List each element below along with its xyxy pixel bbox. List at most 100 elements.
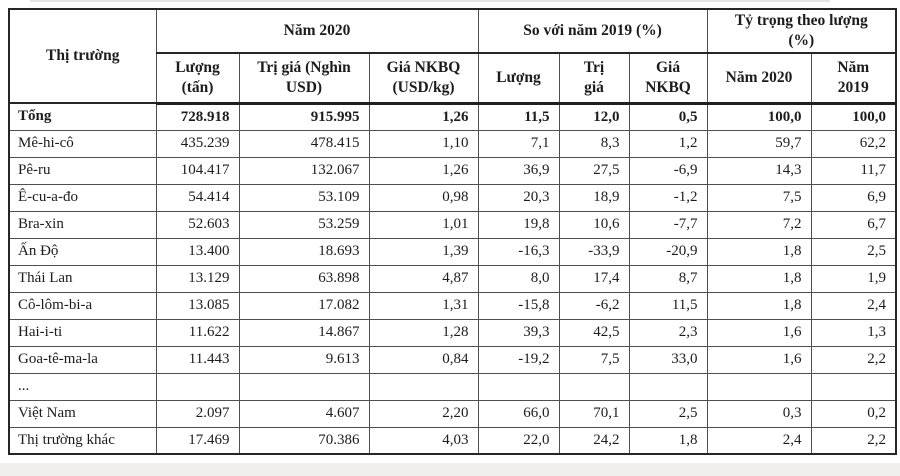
value-cell [558, 372, 630, 401]
value-cell: 2,5 [810, 237, 897, 266]
value-cell: 2,3 [628, 318, 708, 347]
value-cell: 66,0 [477, 399, 560, 428]
value-cell: 11,5 [628, 291, 708, 320]
value-cell: -33,9 [558, 237, 630, 266]
value-cell: 0,2 [810, 399, 897, 428]
page-bottom-strip [0, 463, 900, 476]
value-cell: 17.469 [155, 426, 240, 455]
value-cell [628, 372, 708, 401]
column-sub-header: Giá NKBQ [628, 52, 708, 105]
table-head: Thị trường Năm 2020 So với năm 2019 (%) Tỷ … [8, 8, 897, 105]
column-sub-header: Lượng [477, 52, 560, 105]
value-cell: 1,2 [628, 129, 708, 158]
value-cell: -1,2 [628, 183, 708, 212]
value-cell: 2,4 [810, 291, 897, 320]
value-cell: -20,9 [628, 237, 708, 266]
value-cell [810, 372, 897, 401]
value-cell: 53.259 [238, 210, 370, 239]
market-data-table: Thị trường Năm 2020 So với năm 2019 (%) Tỷ … [8, 8, 898, 456]
value-cell: 39,3 [477, 318, 560, 347]
value-cell: 17.082 [238, 291, 370, 320]
value-cell [155, 372, 240, 401]
value-cell: 53.109 [238, 183, 370, 212]
value-cell: 8,7 [628, 264, 708, 293]
table-row: Pê-ru 104.417 132.067 1,26 36,9 27,5 -6,9 14,3 1… [8, 156, 897, 185]
row-label: Hai-i-ti [8, 318, 157, 347]
value-cell [477, 372, 560, 401]
value-cell: 104.417 [155, 156, 240, 185]
value-cell: 2,2 [810, 345, 897, 374]
value-cell: 0,84 [368, 345, 479, 374]
table-row: Ê-cu-a-đo 54.414 53.109 0,98 20,3 18,9 -1,2 7,5… [8, 183, 897, 212]
value-cell: 728.918 [155, 102, 240, 131]
value-cell: 1,26 [368, 102, 479, 131]
page-top-edge-line [30, 0, 830, 2]
table-row: Hai-i-ti 11.622 14.867 1,28 39,3 42,5 2,3 1,6 1,… [8, 318, 897, 347]
value-cell: 54.414 [155, 183, 240, 212]
value-cell: 1,8 [706, 264, 812, 293]
row-label: Việt Nam [8, 399, 157, 428]
value-cell: 1,8 [706, 237, 812, 266]
value-cell: 7,5 [558, 345, 630, 374]
value-cell: 27,5 [558, 156, 630, 185]
value-cell: 4.607 [238, 399, 370, 428]
value-cell: 42,5 [558, 318, 630, 347]
value-cell: 1,8 [628, 426, 708, 455]
value-cell: 1,9 [810, 264, 897, 293]
value-cell: 70,1 [558, 399, 630, 428]
value-cell: 1,28 [368, 318, 479, 347]
table-row: Ấn Độ 13.400 18.693 1,39 -16,3 -33,9 -20,9 1,8 2… [8, 237, 897, 266]
value-cell: 20,3 [477, 183, 560, 212]
table-row: Thị trường khác 17.469 70.386 4,03 22,0 24,2 1… [8, 426, 897, 455]
row-label: Thị trường khác [8, 426, 157, 455]
column-sub-header: Giá NKBQ (USD/kg) [368, 52, 479, 105]
value-cell: 0,3 [706, 399, 812, 428]
value-cell: 1,6 [706, 345, 812, 374]
value-cell: 52.603 [155, 210, 240, 239]
value-cell: 62,2 [810, 129, 897, 158]
value-cell: 36,9 [477, 156, 560, 185]
value-cell: -6,9 [628, 156, 708, 185]
value-cell: 132.067 [238, 156, 370, 185]
column-group-header: So với năm 2019 (%) [477, 8, 708, 55]
value-cell: 4,87 [368, 264, 479, 293]
value-cell: 1,26 [368, 156, 479, 185]
row-label: ... [8, 372, 157, 401]
table-row: Thái Lan 13.129 63.898 4,87 8,0 17,4 8,7 1,8 1,9 [8, 264, 897, 293]
column-group-header: Tỷ trọng theo lượng (%) [706, 8, 897, 55]
value-cell: 11,5 [477, 102, 560, 131]
value-cell: 1,31 [368, 291, 479, 320]
value-cell: 1,39 [368, 237, 479, 266]
value-cell: -19,2 [477, 345, 560, 374]
value-cell: 18,9 [558, 183, 630, 212]
value-cell: 11.443 [155, 345, 240, 374]
value-cell: 13.129 [155, 264, 240, 293]
table-row: Bra-xin 52.603 53.259 1,01 19,8 10,6 -7,7 7,2 6,… [8, 210, 897, 239]
value-cell [238, 372, 370, 401]
row-label: Bra-xin [8, 210, 157, 239]
value-cell: 10,6 [558, 210, 630, 239]
value-cell: 1,3 [810, 318, 897, 347]
value-cell: -16,3 [477, 237, 560, 266]
value-cell: 6,9 [810, 183, 897, 212]
value-cell: 4,03 [368, 426, 479, 455]
value-cell: 100,0 [810, 102, 897, 131]
value-cell: 70.386 [238, 426, 370, 455]
value-cell: 8,3 [558, 129, 630, 158]
market-table-container: Thị trường Năm 2020 So với năm 2019 (%) Tỷ … [8, 8, 898, 456]
table-row: Mê-hi-cô 435.239 478.415 1,10 7,1 8,3 1,2 59,7 6… [8, 129, 897, 158]
value-cell: 11.622 [155, 318, 240, 347]
value-cell [368, 372, 479, 401]
value-cell: 14.867 [238, 318, 370, 347]
value-cell: 7,2 [706, 210, 812, 239]
value-cell: 2,4 [706, 426, 812, 455]
row-label: Pê-ru [8, 156, 157, 185]
value-cell: 11,7 [810, 156, 897, 185]
table-row: ... [8, 372, 897, 401]
column-sub-header: Năm 2020 [706, 52, 812, 105]
value-cell: 1,01 [368, 210, 479, 239]
value-cell [706, 372, 812, 401]
value-cell: 12,0 [558, 102, 630, 131]
column-header-market: Thị trường [8, 8, 157, 105]
column-sub-header: Trị giá (Nghìn USD) [238, 52, 370, 105]
